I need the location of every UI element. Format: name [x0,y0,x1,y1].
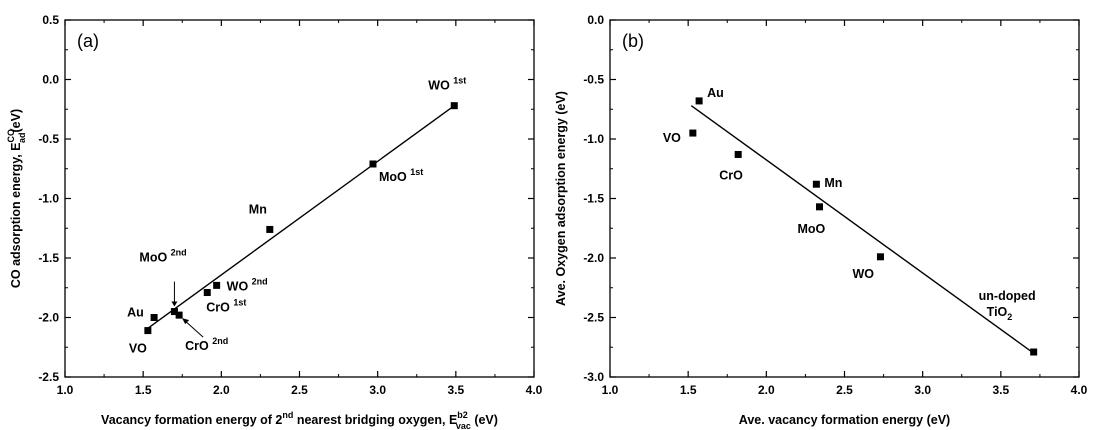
data-point [369,160,377,168]
y-tick-label: -3.0 [583,370,604,384]
x-tick-label: 2.0 [758,383,775,397]
point-label: VO [129,342,147,356]
y-tick-label: -1.0 [583,132,604,146]
y-tick-label: -1.5 [583,192,604,206]
data-point [170,308,178,316]
y-tick-label: -1.0 [38,192,59,206]
point-label: MoO 2nd [139,248,186,265]
x-tick-label: 2.5 [836,383,853,397]
fit-line [690,105,1035,354]
x-tick-label: 3.5 [992,383,1009,397]
plot-frame [609,19,1080,378]
point-label: Mn [824,176,842,190]
data-point [734,150,742,158]
panel-b: 1.0 1.5 2.0 2.5 3.0 3.5 4.0 -3.0 -2.5 -2.0 -1.5 -1.… [554,13,1088,427]
y-tick-label: 0.5 [42,13,59,27]
x-tick-label: 1.0 [57,383,74,397]
panel-a: 1.0 1.5 2.0 2.5 3.0 3.5 4.0 -2.5 -2.0 -1.5 -1.0 -0.… [6,13,543,430]
data-point [175,311,183,319]
point-label: WO [852,267,874,281]
y-tick-label: -2.0 [38,311,59,325]
y-tick-label: 0.0 [42,73,59,87]
point-label: un-doped TiO2 [979,289,1036,322]
y-tick-label: -2.5 [38,370,59,384]
point-label: Au [707,86,724,100]
fit-line [145,105,455,330]
y-tick-label: -1.5 [38,251,59,265]
point-label: VO [663,131,681,145]
annotation-arrowhead [182,318,190,325]
data-point [144,327,152,335]
x-tick-label: 1.5 [135,383,152,397]
x-tick-label: 3.5 [447,383,464,397]
x-axis-title: Vacancy formation energy of 2nd nearest … [101,410,498,430]
point-label: CrO 2nd [185,336,228,353]
data-point [812,180,820,188]
annotation-arrowhead [171,301,178,307]
point-label: MoO [797,222,825,236]
panel-letter: (b) [622,31,644,51]
data-point [213,281,221,289]
y-axis-title: CO adsorption energy, ECOad(eV) [6,109,27,288]
x-tick-label: 1.0 [602,383,619,397]
x-axis-title: Ave. vacancy formation energy (eV) [739,413,950,427]
x-tick-label: 4.0 [526,383,543,397]
y-tick-label: 0.0 [587,13,604,27]
data-point [203,289,211,297]
data-point [266,225,274,233]
x-tick-label: 2.0 [213,383,230,397]
y-axis-title: Ave. Oxygen adsorption energy (eV) [554,91,568,306]
point-label: WO 1st [428,76,466,93]
data-point [876,253,884,261]
point-label: Mn [249,202,267,216]
data-point [1030,348,1038,356]
x-tick-label: 2.5 [291,383,308,397]
data-point [450,102,458,110]
data-point [150,314,158,321]
y-tick-label: -2.0 [583,251,604,265]
x-tick-label: 3.0 [369,383,386,397]
y-tick-label: -2.5 [583,311,604,325]
panel-letter: (a) [77,31,99,51]
y-tick-label: -0.5 [583,73,604,87]
x-tick-label: 1.5 [680,383,697,397]
data-point [689,129,697,137]
x-tick-label: 3.0 [914,383,931,397]
point-label: Au [127,306,144,320]
point-label: MoO 1st [379,167,423,184]
point-label: CrO [719,168,743,182]
x-tick-label: 4.0 [1071,383,1088,397]
data-point [815,203,823,211]
plot-frame [64,19,535,378]
y-tick-label: -0.5 [38,132,59,146]
point-label: WO 2nd [227,276,268,293]
point-label: CrO 1st [206,298,246,315]
data-point [695,97,703,105]
